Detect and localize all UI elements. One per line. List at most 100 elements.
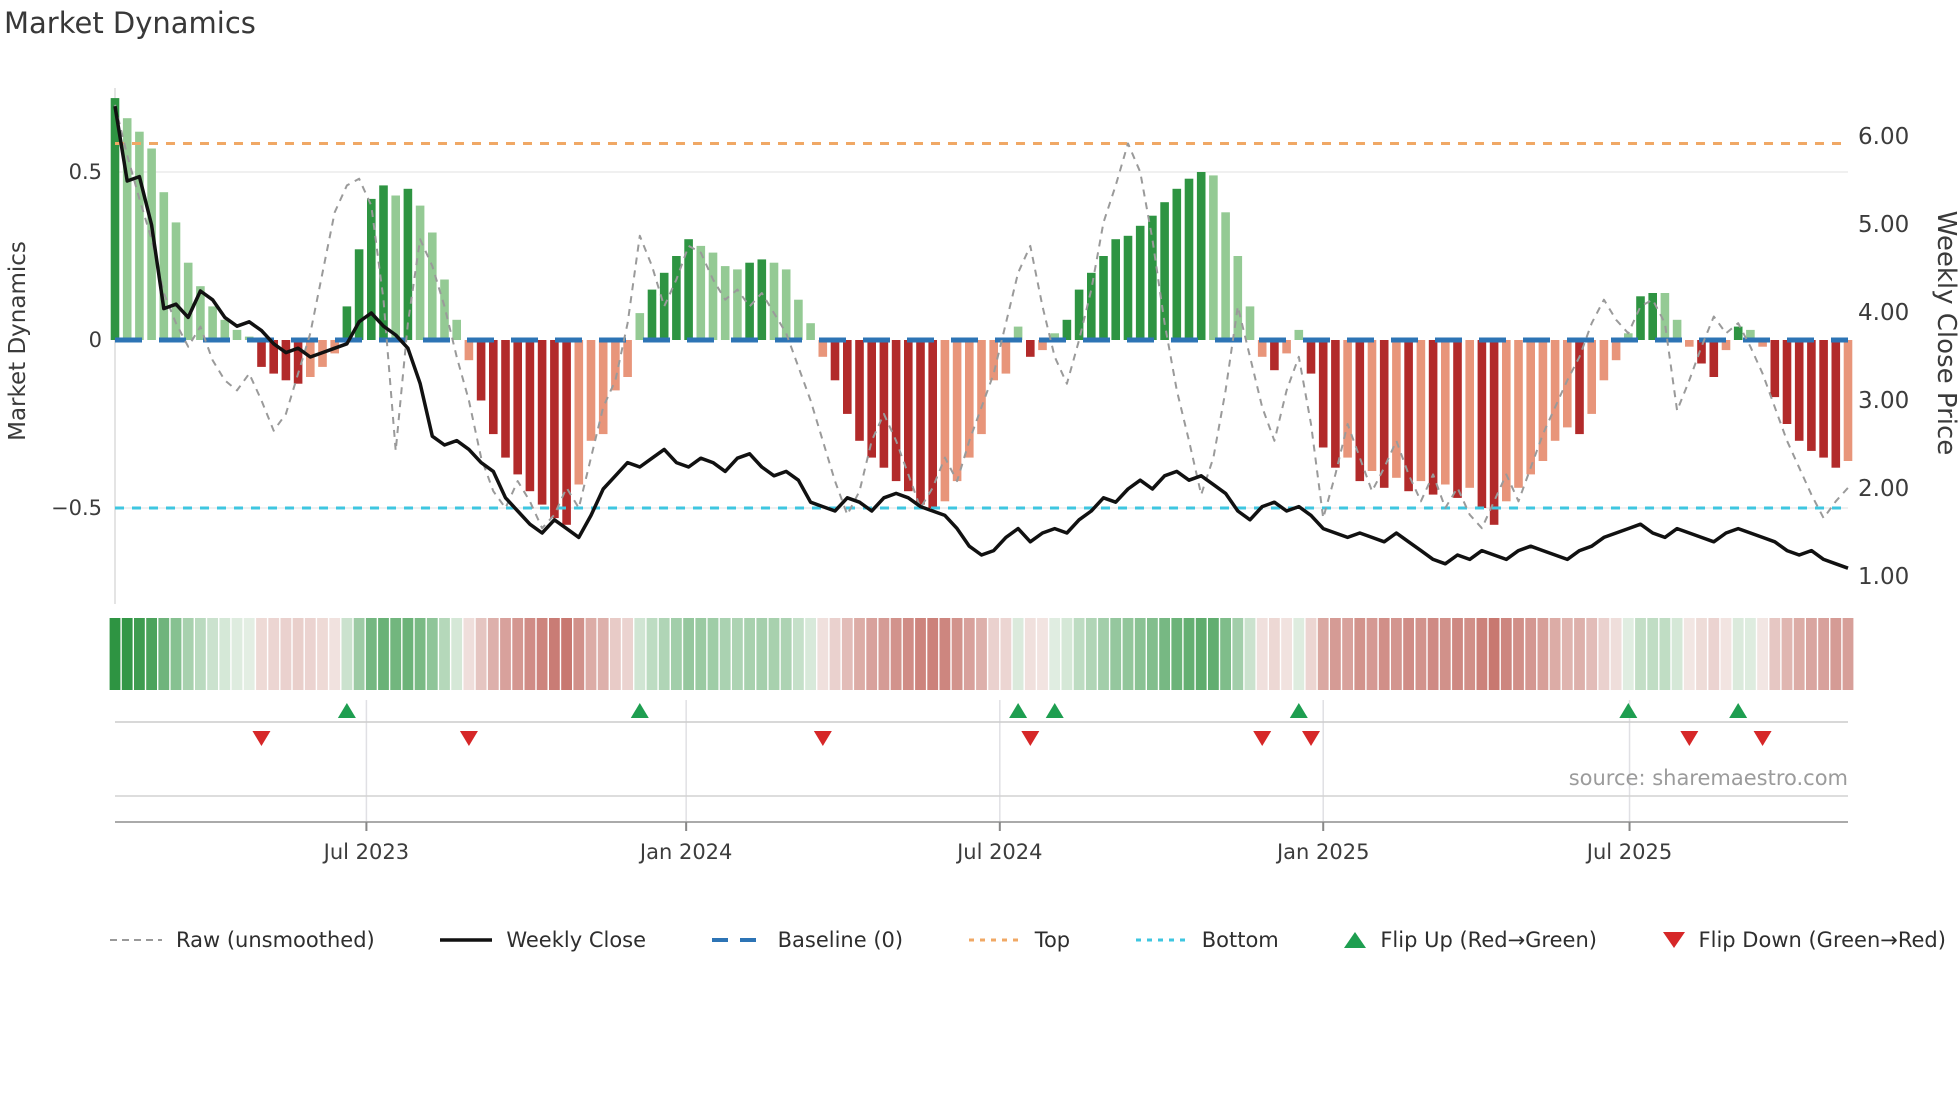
heat-cell <box>1659 618 1671 690</box>
dynamics-bar <box>379 185 388 340</box>
heat-cell <box>1635 618 1646 690</box>
heat-cell <box>939 618 951 690</box>
heat-cell <box>524 618 536 690</box>
heat-cell <box>1696 618 1707 690</box>
heat-cell <box>878 618 890 690</box>
heat-cell <box>1549 618 1561 690</box>
dynamics-bar <box>342 306 352 340</box>
dynamics-bar <box>525 340 535 492</box>
heat-cell <box>1439 618 1451 690</box>
heat-cell <box>780 618 792 690</box>
dynamics-bar <box>586 340 596 441</box>
x-axis-tick-label: Jul 2023 <box>323 840 410 864</box>
left-axis-tick: 0.5 <box>68 160 102 184</box>
dynamics-bar <box>1416 340 1426 482</box>
heat-cell <box>1061 618 1073 690</box>
dynamics-bar <box>1514 340 1523 488</box>
dynamics-bar <box>1453 340 1462 498</box>
heat-cell <box>1598 618 1610 690</box>
heat-cell <box>219 618 231 690</box>
flip-up-marker <box>1009 703 1028 718</box>
dynamics-bar <box>952 340 962 482</box>
dynamics-bar <box>159 192 169 340</box>
dynamics-bar <box>196 286 205 340</box>
heat-cell <box>976 618 987 690</box>
dynamics-bar <box>1379 340 1389 488</box>
heat-cell <box>646 618 658 690</box>
dynamics-bar <box>1087 272 1096 340</box>
dynamics-bar <box>1148 215 1157 340</box>
heat-cell <box>1842 618 1854 690</box>
dynamics-bar <box>1599 340 1609 381</box>
flip-down-marker <box>1753 731 1772 746</box>
heat-cell <box>756 618 768 690</box>
dynamics-bar <box>550 340 559 519</box>
dynamics-bar <box>1245 306 1255 340</box>
legend-label: Weekly Close <box>506 928 647 952</box>
heat-cell <box>1537 618 1549 690</box>
heat-cell <box>1330 618 1341 690</box>
heat-cell <box>744 618 755 690</box>
dynamics-bar <box>806 323 815 340</box>
dynamics-bar <box>1843 340 1853 461</box>
dynamics-bar <box>623 340 632 377</box>
heat-cell <box>207 618 218 690</box>
dynamics-bar <box>1013 326 1023 340</box>
dynamics-bar <box>1184 178 1194 340</box>
right-axis-tick: 5.00 <box>1858 212 1910 238</box>
dynamics-bar <box>1050 333 1059 340</box>
heat-cell <box>439 618 450 690</box>
heat-cell <box>817 618 829 690</box>
heat-cell <box>158 618 170 690</box>
heat-cell <box>793 618 804 690</box>
long-dash-line-icon <box>711 938 764 942</box>
heat-cell <box>1622 618 1634 690</box>
legend-item-flip-down: Flip Down (Green→Red) <box>1661 928 1946 952</box>
heat-cell <box>1793 618 1805 690</box>
dynamics-bar <box>1001 340 1011 374</box>
flip-down-triangle-icon <box>1662 932 1685 948</box>
heat-cell <box>329 618 341 690</box>
dynamics-bar <box>1819 340 1828 458</box>
x-axis-tick-label: Jul 2024 <box>957 840 1043 864</box>
source-attribution: source: sharemaestro.com <box>1568 766 1848 790</box>
heat-cell <box>610 618 621 690</box>
dynamics-bar <box>281 340 291 381</box>
heat-cell <box>426 618 438 690</box>
dynamics-bar <box>1538 340 1548 461</box>
dynamics-bar <box>818 340 828 357</box>
heat-cell <box>829 618 841 690</box>
heat-cell <box>1806 618 1817 690</box>
dynamics-bar <box>1465 340 1474 488</box>
dynamics-bar <box>1733 326 1743 340</box>
heat-cell <box>1073 618 1085 690</box>
dynamics-bar <box>1550 340 1560 441</box>
heat-cell <box>988 618 1000 690</box>
dynamics-bar <box>415 205 425 340</box>
heat-cell <box>402 618 414 690</box>
heat-cell <box>109 618 121 690</box>
heat-cell <box>866 618 878 690</box>
heat-cell <box>1476 618 1488 690</box>
heat-cell <box>292 618 304 690</box>
dynamics-bar <box>965 340 974 458</box>
flip-down-marker <box>252 731 271 746</box>
heat-cell <box>1781 618 1793 690</box>
heat-cell <box>1683 618 1695 690</box>
flip-up-marker <box>1045 703 1064 718</box>
flip-down-marker <box>459 731 478 746</box>
dynamics-bar <box>1318 340 1328 448</box>
flip-up-marker <box>1619 703 1638 718</box>
dynamics-bar <box>989 340 998 381</box>
heat-cell <box>1183 618 1195 690</box>
heat-cell <box>268 618 280 690</box>
heat-cell <box>707 618 719 690</box>
dynamics-bar <box>537 340 547 505</box>
dotted-line-icon <box>968 938 1021 942</box>
dynamics-bar <box>659 272 669 340</box>
heat-cell <box>597 618 609 690</box>
dynamics-bar <box>1135 225 1145 340</box>
heat-cell <box>902 618 914 690</box>
dynamics-bar <box>1587 340 1596 414</box>
heat-cell <box>1488 618 1500 690</box>
